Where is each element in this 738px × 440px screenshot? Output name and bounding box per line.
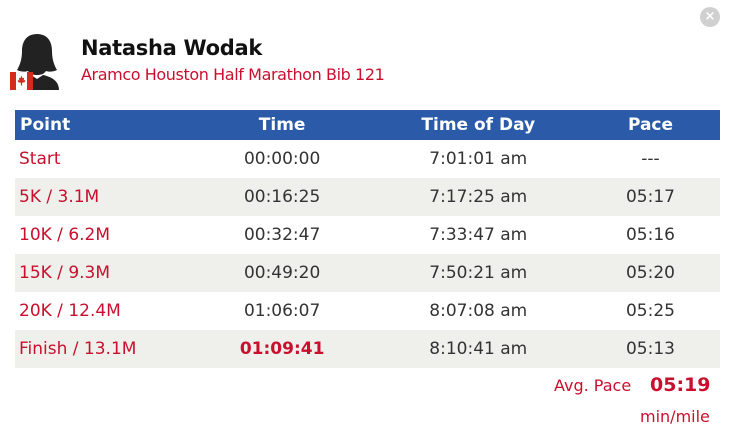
split-pace: 05:17: [625, 187, 675, 207]
column-header-time: Time: [258, 115, 306, 135]
split-pace: 05:25: [625, 301, 675, 321]
split-time: 00:32:47: [243, 225, 321, 245]
column-header-point: Point: [20, 115, 71, 135]
split-time-of-day: 7:17:25 am: [429, 187, 528, 207]
table-row: 20K / 12.4M 01:06:07 8:07:08 am 05:25: [15, 292, 720, 330]
split-pace: ---: [641, 149, 660, 169]
table-row: 15K / 9.3M 00:49:20 7:50:21 am 05:20: [15, 254, 720, 292]
split-time-of-day: 7:01:01 am: [429, 149, 528, 169]
avg-pace-unit: min/mile: [640, 407, 710, 426]
split-time-of-day: 8:10:41 am: [429, 339, 528, 359]
table-row: 10K / 6.2M 00:32:47 7:33:47 am 05:16: [15, 216, 720, 254]
finish-time: 01:09:41: [239, 339, 325, 359]
athlete-name: Natasha Wodak: [81, 36, 262, 60]
column-header-pace: Pace: [627, 115, 674, 135]
canada-flag-icon: [10, 72, 33, 90]
split-time: 00:49:20: [243, 263, 321, 283]
split-time: 00:16:25: [243, 187, 321, 207]
close-icon[interactable]: ×: [700, 7, 720, 27]
table-row: 5K / 3.1M 00:16:25 7:17:25 am 05:17: [15, 178, 720, 216]
table-row: Start 00:00:00 7:01:01 am ---: [15, 140, 720, 178]
avg-pace-label: Avg. Pace: [554, 376, 632, 395]
split-point: Start: [19, 149, 61, 169]
split-pace: 05:16: [625, 225, 675, 245]
split-point: 10K / 6.2M: [19, 225, 111, 245]
race-bib-link[interactable]: Aramco Houston Half Marathon Bib 121: [81, 65, 385, 84]
split-time: 00:00:00: [243, 149, 321, 169]
split-time-of-day: 7:50:21 am: [429, 263, 528, 283]
avg-pace-value: 05:19: [650, 374, 711, 396]
split-time-of-day: 8:07:08 am: [429, 301, 528, 321]
split-time: 01:06:07: [243, 301, 321, 321]
split-point: 15K / 9.3M: [19, 263, 111, 283]
split-time-of-day: 7:33:47 am: [429, 225, 528, 245]
column-header-time-of-day: Time of Day: [421, 115, 536, 135]
split-point: 5K / 3.1M: [19, 187, 100, 207]
split-pace: 05:20: [625, 263, 675, 283]
table-row: Finish / 13.1M 01:09:41 8:10:41 am 05:13: [15, 330, 720, 368]
splits-table: Point Time Time of Day Pace Start 00:00:…: [15, 110, 720, 368]
split-point: 20K / 12.4M: [19, 301, 121, 321]
split-pace: 05:13: [625, 339, 675, 359]
split-point: Finish / 13.1M: [19, 339, 137, 359]
table-header-row: Point Time Time of Day Pace: [15, 110, 720, 140]
